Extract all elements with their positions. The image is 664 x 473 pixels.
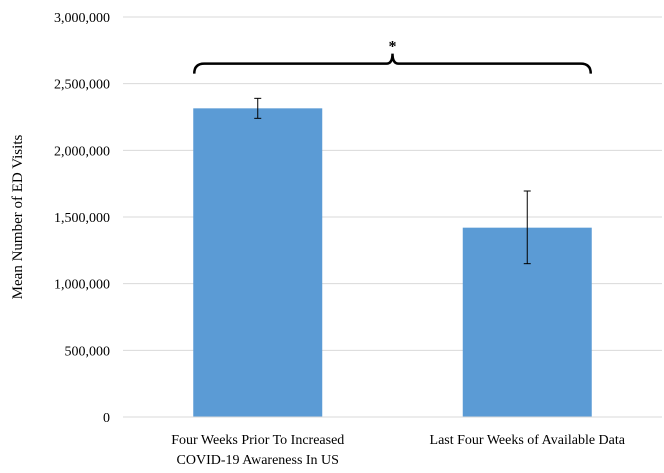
- y-tick-label: 1,500,000: [54, 211, 110, 226]
- y-tick-label: 500,000: [65, 344, 111, 359]
- significance-annotation: *: [193, 39, 592, 74]
- y-tick-label: 0: [103, 411, 110, 426]
- x-category-label-1: Last Four Weeks of Available Data: [430, 433, 626, 448]
- x-category-label-0: Four Weeks Prior To Increased: [171, 433, 344, 448]
- significance-bracket: [193, 53, 592, 74]
- y-tick-label: 2,000,000: [54, 144, 110, 159]
- significance-star: *: [389, 39, 397, 56]
- labels: 0 500,000 1,000,000 1,500,000 2,000,000 2,500…: [54, 11, 626, 468]
- y-tick-label: 3,000,000: [54, 11, 110, 26]
- error-bars: [254, 97, 531, 265]
- y-tick-label: 2,500,000: [54, 78, 110, 93]
- y-axis-label: Mean Number of ED Visits: [10, 135, 26, 300]
- bar-0: [193, 108, 323, 417]
- y-tick-label: 1,000,000: [54, 278, 110, 293]
- x-category-label-0: COVID-19 Awareness In US: [177, 453, 339, 468]
- bars: [193, 108, 592, 417]
